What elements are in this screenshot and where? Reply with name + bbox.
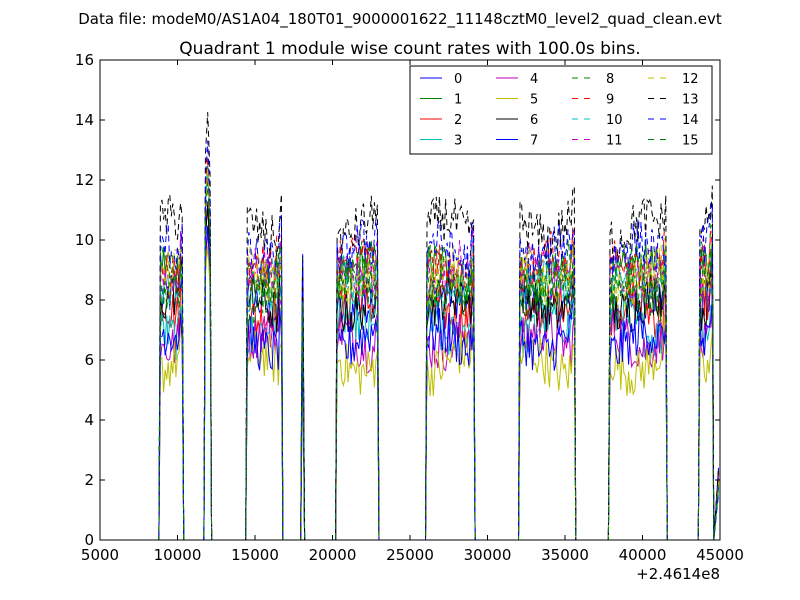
y-tick-label: 14 [75, 111, 94, 129]
y-tick-label: 2 [84, 471, 94, 489]
y-tick-label: 0 [84, 531, 94, 549]
series-line-7 [158, 225, 719, 541]
legend-label-14: 14 [682, 113, 699, 128]
series-line-14 [158, 140, 719, 541]
y-tick-label: 10 [75, 231, 94, 249]
x-tick-label: 15000 [231, 546, 279, 564]
series-line-10 [158, 171, 719, 541]
series-line-1 [158, 165, 719, 541]
legend-label-3: 3 [454, 134, 462, 149]
legend-label-0: 0 [454, 72, 462, 87]
legend-label-11: 11 [606, 134, 623, 149]
x-tick-label: 30000 [464, 546, 512, 564]
x-tick-label: 10000 [154, 546, 202, 564]
legend-label-1: 1 [454, 93, 462, 108]
y-tick-label: 4 [84, 411, 94, 429]
legend-label-9: 9 [606, 93, 614, 108]
legend-label-4: 4 [530, 72, 538, 87]
legend-label-2: 2 [454, 113, 462, 128]
series-line-6 [158, 204, 719, 541]
legend-label-12: 12 [682, 72, 699, 87]
legend-label-5: 5 [530, 93, 538, 108]
legend-label-13: 13 [682, 93, 699, 108]
x-tick-label: 5000 [81, 546, 119, 564]
x-tick-label: 40000 [619, 546, 667, 564]
axis-ticks: 5000 10000 15000 20000 25000 30000 35000 40000 4… [75, 51, 744, 564]
x-offset-label: +2.4614e8 [636, 565, 720, 583]
legend-label-8: 8 [606, 72, 614, 87]
series-line-12 [158, 168, 719, 541]
x-tick-label: 45000 [696, 546, 744, 564]
x-tick-label: 25000 [386, 546, 434, 564]
chart-title: Quadrant 1 module wise count rates with … [179, 39, 640, 59]
y-tick-label: 12 [75, 171, 94, 189]
y-tick-label: 8 [84, 291, 94, 309]
x-tick-label: 35000 [541, 546, 589, 564]
chart-suptitle: Data file: modeM0/AS1A04_180T01_90000016… [78, 10, 722, 29]
legend-label-7: 7 [530, 134, 538, 149]
y-tick-label: 16 [75, 51, 94, 69]
legend-label-15: 15 [682, 134, 699, 149]
legend-label-6: 6 [530, 113, 538, 128]
series-line-13 [158, 112, 719, 541]
series-layer [158, 112, 719, 541]
y-tick-label: 6 [84, 351, 94, 369]
x-tick-label: 20000 [309, 546, 357, 564]
legend-label-10: 10 [606, 113, 623, 128]
